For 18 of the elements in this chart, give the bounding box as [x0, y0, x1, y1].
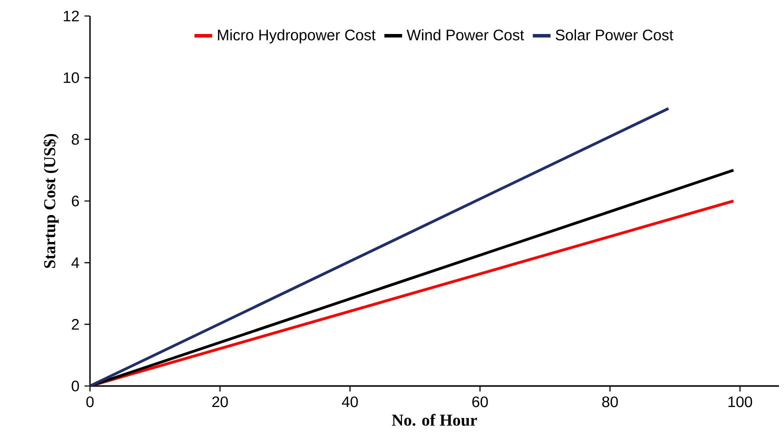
x-tick-label: 60 [472, 396, 488, 408]
y-tick-label: 12 [64, 10, 79, 22]
x-tick-label: 40 [342, 396, 358, 408]
legend-label: Solar Power Cost [556, 29, 674, 40]
legend-label: Wind Power Cost [406, 29, 524, 40]
legend-label: Micro Hydropower Cost [218, 29, 376, 44]
y-tick-label: 10 [64, 72, 79, 84]
x-axis-title: No. of Hour [392, 414, 478, 426]
x-tick-label: 20 [212, 396, 228, 408]
x-tick-label: 0 [86, 396, 94, 408]
y-axis-title: Startup Cost (US$) [43, 134, 59, 268]
x-tick-label: 100 [728, 396, 752, 408]
y-tick-label: 0 [72, 380, 79, 392]
y-tick-label: 8 [72, 134, 79, 145]
y-tick-label: 6 [72, 196, 79, 206]
y-tick-label: 4 [71, 257, 80, 268]
x-tick-label: 80 [602, 396, 618, 408]
y-tick-label: 2 [72, 319, 79, 330]
